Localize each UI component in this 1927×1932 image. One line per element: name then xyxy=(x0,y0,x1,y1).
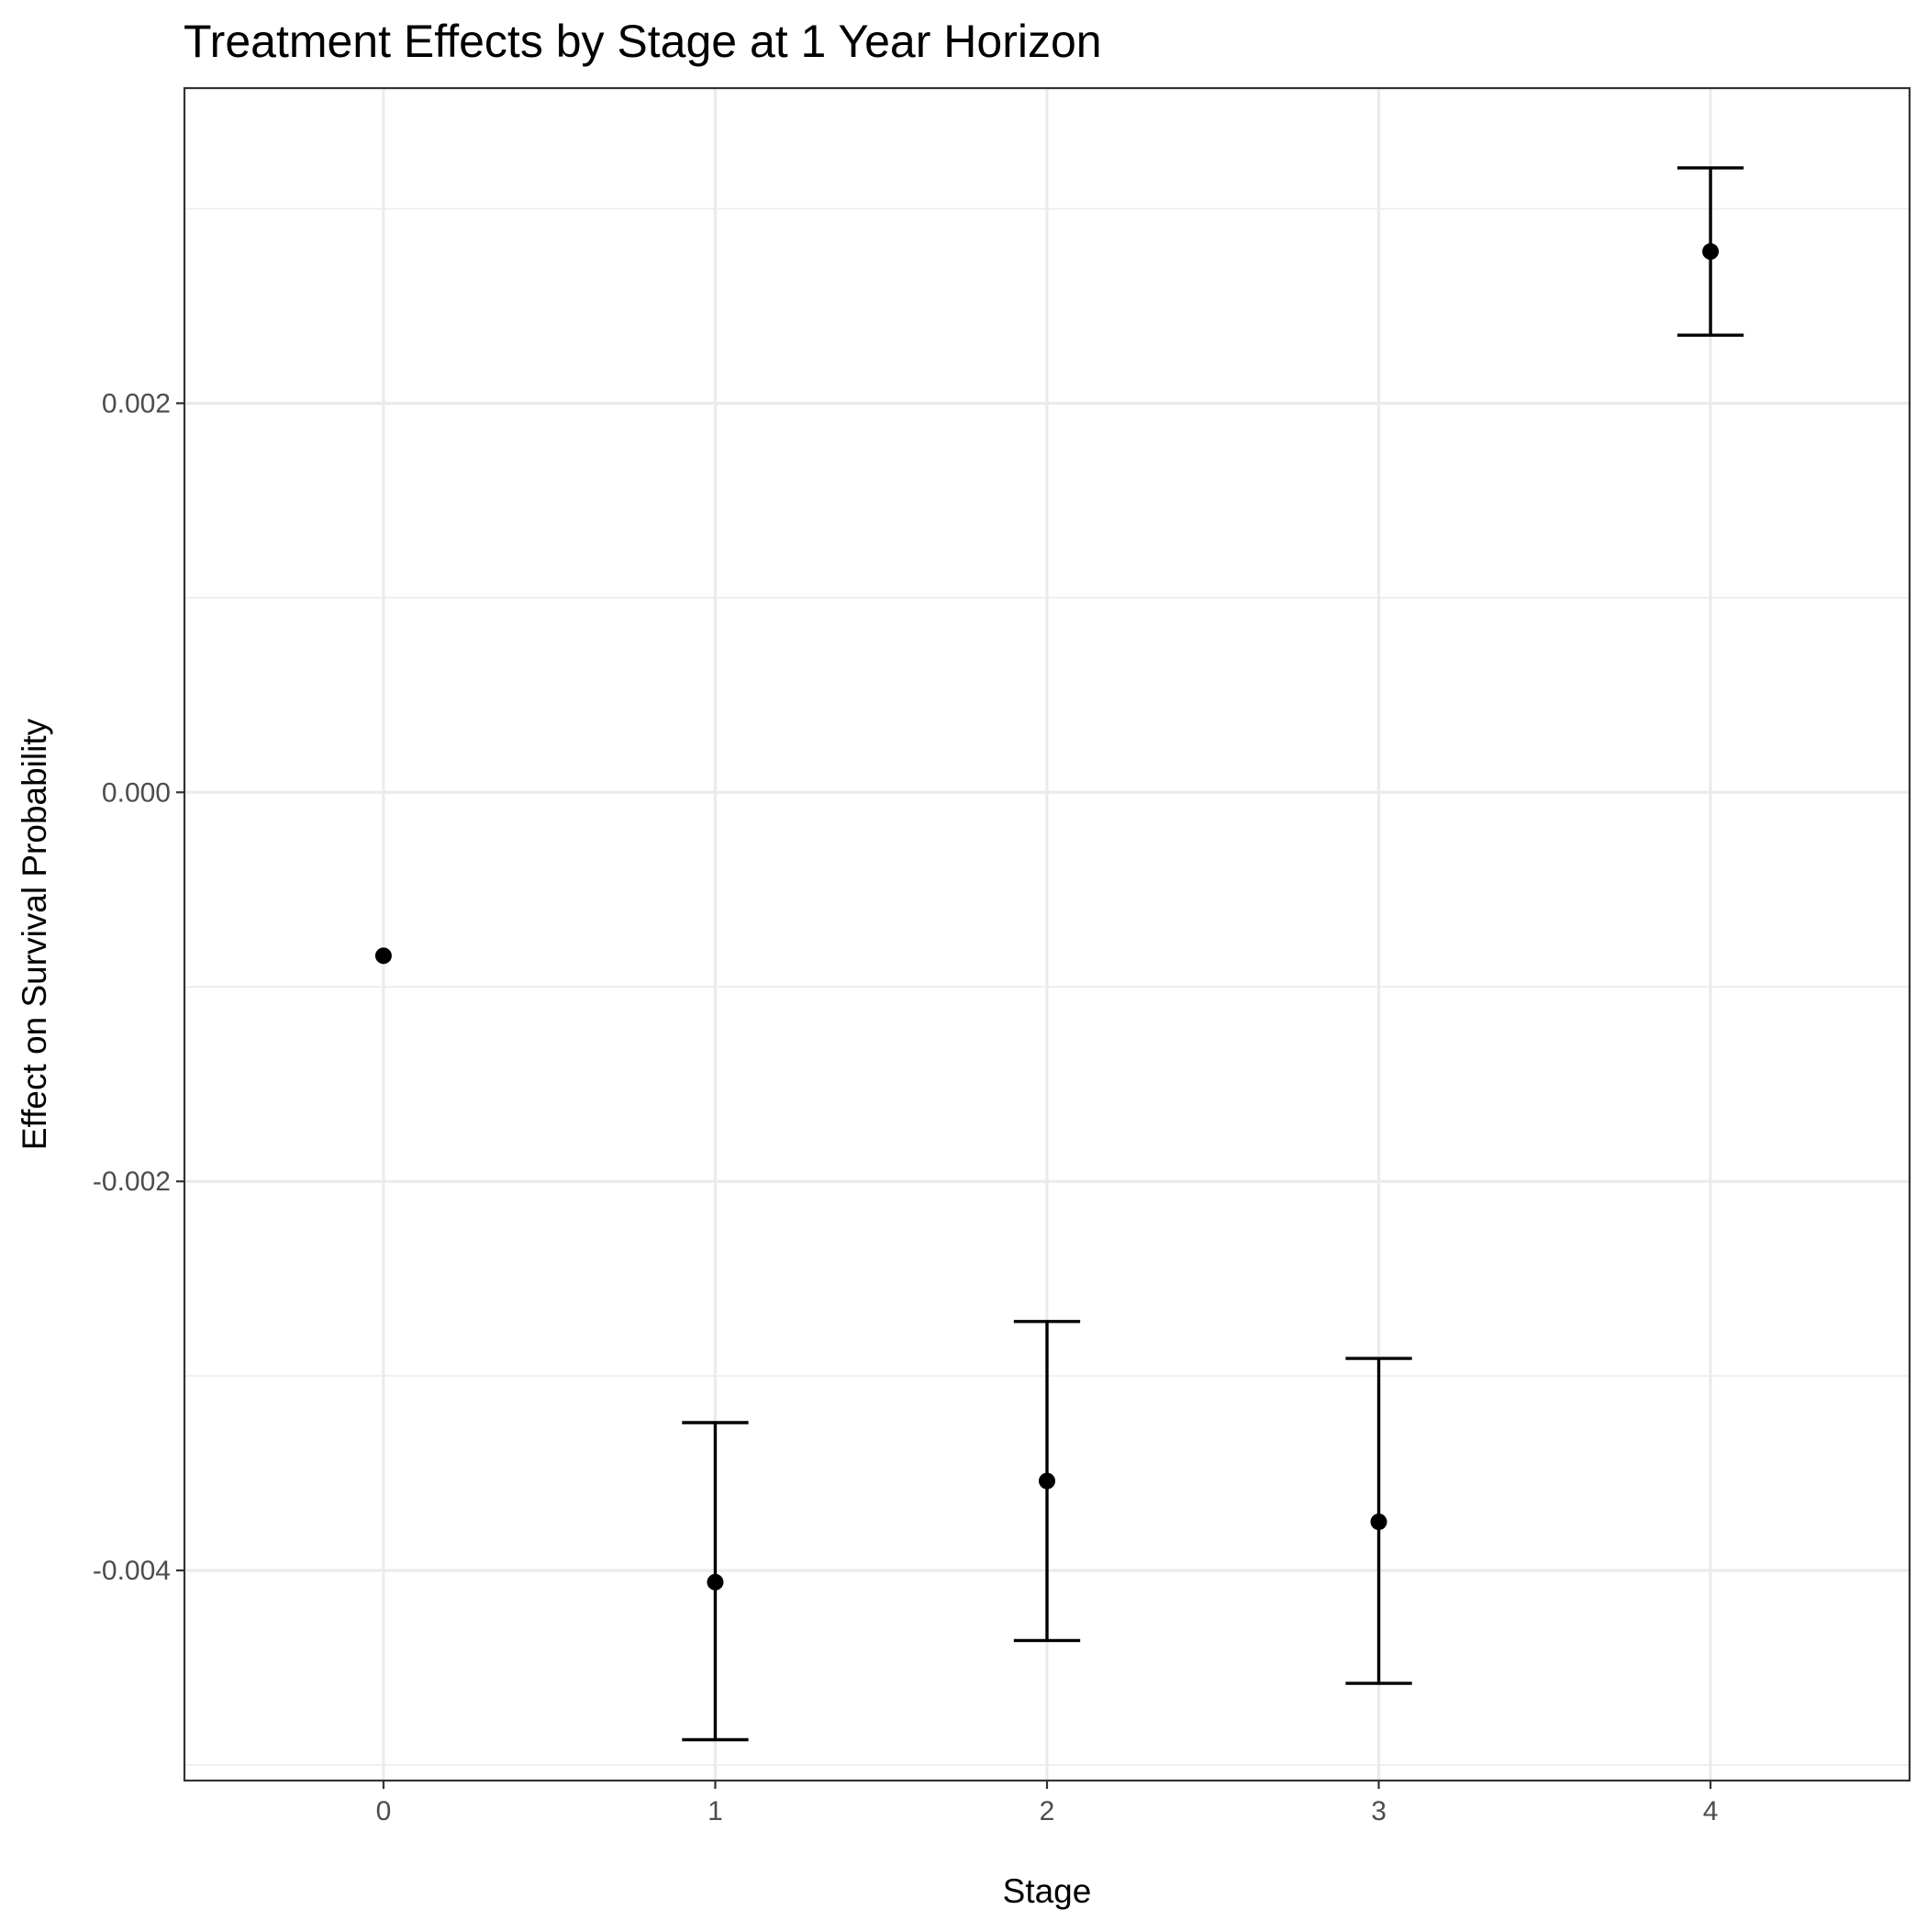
data-point xyxy=(1370,1513,1387,1531)
x-axis-title: Stage xyxy=(1003,1872,1092,1910)
x-tick-label: 4 xyxy=(1703,1796,1719,1826)
y-axis-title: Effect on Survival Probability xyxy=(16,718,53,1150)
data-point xyxy=(1702,243,1720,261)
x-tick-label: 1 xyxy=(707,1796,723,1826)
y-tick-label: -0.004 xyxy=(93,1556,171,1586)
x-tick-label: 0 xyxy=(376,1796,392,1826)
x-axis: 0 1 2 3 4 xyxy=(376,1781,1719,1826)
y-axis: -0.004 -0.002 0.000 0.002 xyxy=(93,388,184,1586)
x-tick-label: 2 xyxy=(1040,1796,1055,1826)
y-tick-label: 0.000 xyxy=(102,777,171,808)
chart-title: Treatment Effects by Stage at 1 Year Hor… xyxy=(184,16,1102,67)
data-point xyxy=(374,947,392,965)
data-point xyxy=(707,1573,724,1591)
point-layer xyxy=(374,243,1720,1591)
data-point xyxy=(1039,1472,1055,1490)
y-tick-label: 0.002 xyxy=(102,388,171,419)
x-tick-label: 3 xyxy=(1371,1796,1387,1826)
y-tick-label: -0.002 xyxy=(93,1167,171,1197)
